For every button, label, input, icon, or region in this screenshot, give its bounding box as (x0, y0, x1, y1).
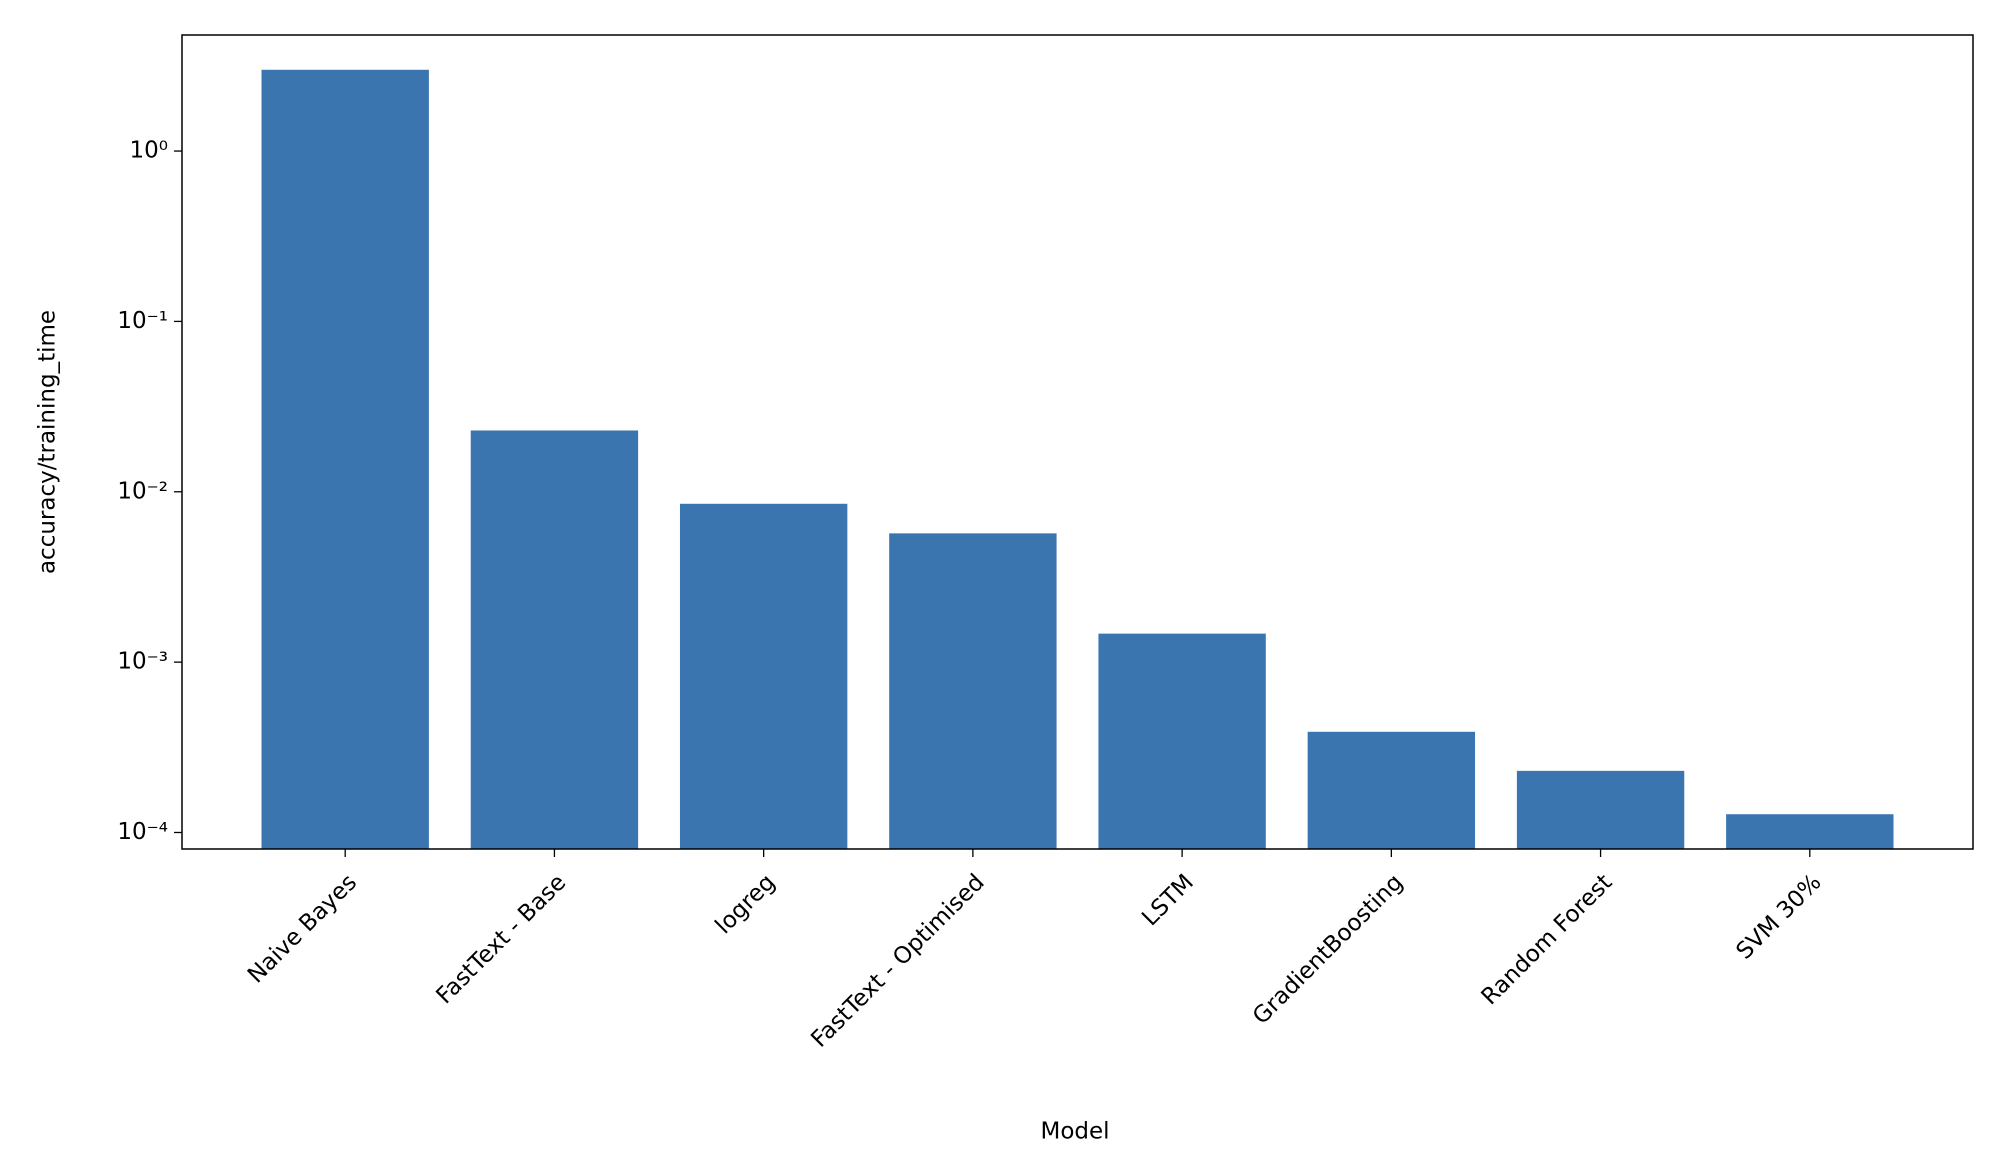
y-tick-label: 10⁻³ (117, 649, 168, 675)
x-tick-label: Naive Bayes (243, 869, 362, 988)
bar (1098, 633, 1266, 849)
bar (889, 533, 1057, 849)
bar (1307, 731, 1476, 849)
bar (1516, 770, 1685, 849)
y-tick-label: 10⁻¹ (117, 308, 168, 334)
x-axis-label: Model (1040, 1119, 1109, 1145)
x-tick-label: SVM 30% (1731, 869, 1826, 964)
bar (470, 430, 639, 849)
x-tick-label: Random Forest (1477, 869, 1618, 1010)
plot-frame (181, 34, 1974, 850)
y-tick-label: 10⁻⁴ (117, 819, 168, 845)
x-tick-label: FastText - Optimised (806, 869, 989, 1052)
y-tick-label: 10⁰ (130, 138, 169, 164)
bar (679, 503, 848, 849)
x-tick-label: FastText - Base (431, 869, 571, 1009)
y-axis-label: accuracy/training_time (35, 310, 61, 574)
x-tick-label: LSTM (1137, 869, 1199, 931)
bar (261, 69, 429, 850)
y-tick-label: 10⁻² (117, 478, 168, 504)
x-tick-label: logreg (711, 869, 781, 939)
x-tick-label: GradientBoosting (1248, 869, 1408, 1029)
bar (1726, 814, 1894, 849)
